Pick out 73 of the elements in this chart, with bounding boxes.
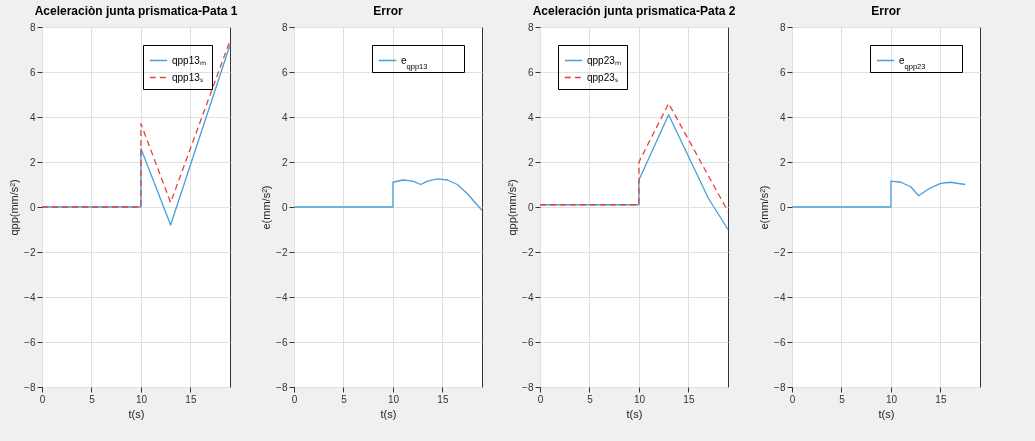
y-tick-label: −8 — [522, 381, 534, 393]
x-tick-label: 15 — [935, 393, 947, 405]
y-tick-label: 6 — [281, 66, 288, 78]
y-tick-label: 6 — [779, 66, 786, 78]
chart-title: Error — [871, 4, 901, 18]
y-tick-label: 2 — [779, 156, 786, 168]
legend-label: qpp13ₛ — [172, 71, 203, 83]
y-tick-label: 8 — [281, 21, 288, 33]
y-tick-label: 6 — [29, 66, 36, 78]
y-tick-label: 2 — [29, 156, 36, 168]
x-tick-label: 15 — [437, 393, 449, 405]
legend-label: e$_{qpp13}$ — [401, 54, 428, 70]
y-axis-title: qpp(mm/s²) — [8, 179, 21, 236]
x-tick-label: 5 — [341, 393, 348, 405]
y-tick-label: 4 — [281, 111, 288, 123]
y-tick-label: −2 — [24, 246, 36, 258]
x-tick-label: 10 — [885, 393, 898, 405]
x-tick-label: 0 — [537, 393, 544, 405]
x-tick-label: 0 — [39, 393, 46, 405]
y-tick-label: 4 — [779, 111, 786, 123]
y-tick-label: −4 — [276, 291, 288, 303]
legend-label: qpp23ₛ — [587, 71, 618, 83]
x-tick-label: 10 — [633, 393, 646, 405]
legend-label: e$_{qpp23}$ — [899, 54, 926, 70]
y-tick-label: 0 — [779, 201, 786, 213]
y-tick-label: 4 — [29, 111, 36, 123]
y-axis-title: e(mm/s²) — [260, 185, 273, 230]
x-tick-label: 5 — [839, 393, 846, 405]
y-tick-label: −2 — [774, 246, 786, 258]
x-tick-label: 5 — [89, 393, 96, 405]
x-tick-label: 0 — [291, 393, 298, 405]
y-tick-label: 2 — [527, 156, 534, 168]
y-tick-label: 2 — [281, 156, 288, 168]
x-tick-label: 10 — [387, 393, 400, 405]
x-tick-label: 15 — [185, 393, 197, 405]
chart-title: Error — [373, 4, 403, 18]
y-tick-label: −6 — [24, 336, 36, 348]
y-tick-label: 0 — [29, 201, 36, 213]
x-axis-title: t(s) — [380, 407, 397, 420]
y-tick-label: 8 — [779, 21, 786, 33]
y-tick-label: −4 — [522, 291, 534, 303]
y-tick-label: −4 — [24, 291, 36, 303]
x-axis-title: t(s) — [626, 407, 643, 420]
legend-label: qpp13ₘ — [172, 54, 206, 66]
y-tick-label: −6 — [276, 336, 288, 348]
y-tick-label: 6 — [527, 66, 534, 78]
chart-title: Aceleración junta prismatica-Pata 2 — [532, 4, 736, 18]
line-series — [539, 102, 729, 213]
y-tick-label: 0 — [281, 201, 288, 213]
y-tick-label: 8 — [527, 21, 534, 33]
y-tick-label: −8 — [276, 381, 288, 393]
line-series — [791, 180, 966, 208]
y-tick-label: 4 — [527, 111, 534, 123]
y-tick-label: −8 — [24, 381, 36, 393]
y-tick-label: −4 — [774, 291, 786, 303]
y-axis-title: e(mm/s²) — [758, 185, 771, 230]
y-tick-label: −2 — [276, 246, 288, 258]
y-tick-label: 8 — [29, 21, 36, 33]
x-axis-title: t(s) — [878, 407, 895, 420]
legend-label: qpp23ₘ — [587, 54, 621, 66]
y-tick-label: −8 — [774, 381, 786, 393]
y-tick-label: 0 — [527, 201, 534, 213]
x-axis-title: t(s) — [128, 407, 145, 420]
y-axis-title: qpp(mm/s²) — [506, 179, 519, 236]
y-tick-label: −2 — [522, 246, 534, 258]
x-tick-label: 10 — [135, 393, 148, 405]
x-tick-label: 0 — [789, 393, 796, 405]
x-tick-label: 5 — [587, 393, 594, 405]
y-tick-label: −6 — [774, 336, 786, 348]
y-tick-label: −6 — [522, 336, 534, 348]
chart-title: Aceleraciòn junta prismatica-Pata 1 — [34, 4, 238, 18]
x-tick-label: 15 — [683, 393, 695, 405]
line-series — [293, 178, 483, 212]
